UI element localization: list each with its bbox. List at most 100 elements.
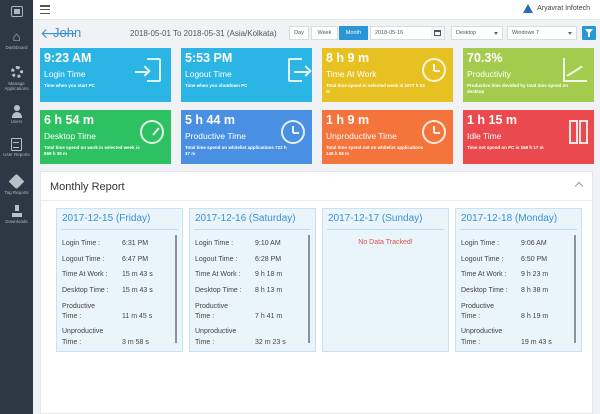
clock-icon bbox=[422, 120, 446, 144]
date-input[interactable]: 2018-05-16 bbox=[370, 26, 432, 40]
sidebar-item-label: Dashboard bbox=[5, 45, 28, 50]
card-value: 1 h 9 m bbox=[326, 113, 370, 127]
period-day-button[interactable]: Day bbox=[289, 26, 309, 40]
card-description: Time not spend on PC is 158 h 17 m bbox=[467, 145, 544, 150]
logout-time-label: Logout Time : bbox=[461, 256, 504, 263]
day-title: 2017-12-18 (Monday) bbox=[461, 213, 558, 224]
logout-time-label: Logout Time : bbox=[62, 256, 105, 263]
sidebar-item-label: User Reports bbox=[3, 152, 30, 157]
productive-time-value: 8 h 19 m bbox=[521, 313, 549, 320]
productive-time-value: 7 h 41 m bbox=[255, 313, 283, 320]
card-label: Productive Time bbox=[185, 131, 246, 141]
filter-bar: 🡐 John 2018-05-01 To 2018-05-31 (Asia/Ko… bbox=[33, 20, 600, 48]
sidebar-item-label: Tag Reports bbox=[4, 190, 29, 195]
card-label: Unproductive Time bbox=[326, 131, 397, 141]
os-select-value: Windows 7 bbox=[512, 30, 539, 36]
sidebar-item-tag-reports[interactable]: Tag Reports bbox=[0, 173, 33, 195]
unproductive-time-label: Unproductive bbox=[195, 328, 237, 335]
monthly-report-panel: Monthly Report 2017-12-15 (Friday) Login… bbox=[40, 171, 593, 414]
period-week-button[interactable]: Week bbox=[311, 26, 338, 40]
download-icon bbox=[11, 205, 23, 218]
card-value: 6 h 54 m bbox=[44, 113, 95, 127]
panel-title: Monthly Report bbox=[50, 181, 125, 193]
card-login-time: 9:23 AM Login Time Time when you start P… bbox=[40, 48, 171, 102]
logout-icon bbox=[288, 58, 308, 82]
sidebar-item-manage-applications[interactable]: Manage Applications bbox=[0, 66, 33, 91]
productive-time-value: 11 m 45 s bbox=[122, 313, 153, 320]
productive-time-label-2: Time : bbox=[461, 313, 481, 320]
card-value: 9:23 AM bbox=[44, 51, 92, 65]
menu-icon[interactable] bbox=[40, 5, 50, 14]
scrollbar[interactable] bbox=[574, 235, 576, 343]
login-time-value: 6:31 PM bbox=[122, 240, 149, 247]
productive-time-label: Productive bbox=[62, 303, 96, 310]
card-description: Productive time devided by total time sp… bbox=[467, 83, 569, 94]
card-value: 1 h 15 m bbox=[467, 113, 518, 127]
date-range-label: 2018-05-01 To 2018-05-31 (Asia/Kolkata) bbox=[130, 29, 277, 38]
scrollbar[interactable] bbox=[175, 235, 177, 343]
divider bbox=[194, 229, 311, 230]
sidebar-item-user-reports[interactable]: User Reports bbox=[0, 138, 33, 157]
login-time-label: Login Time : bbox=[195, 240, 234, 247]
clock-icon bbox=[281, 120, 305, 144]
card-value: 5:53 PM bbox=[185, 51, 233, 65]
top-bar: Aryavrat Infotech bbox=[33, 0, 600, 20]
desktop-time-value: 15 m 43 s bbox=[122, 287, 153, 294]
login-time-value: 9:06 AM bbox=[521, 240, 547, 247]
scrollbar[interactable] bbox=[308, 235, 310, 343]
filter-icon bbox=[585, 29, 593, 34]
sidebar-item-users[interactable]: Users bbox=[0, 105, 33, 124]
day-card: 2017-12-15 (Friday) Login Time : 6:31 PM… bbox=[56, 208, 183, 352]
desktop-time-label: Desktop Time : bbox=[62, 287, 109, 294]
divider bbox=[460, 229, 577, 230]
logout-time-value: 6:47 PM bbox=[122, 256, 149, 263]
logo[interactable] bbox=[0, 0, 33, 22]
chevron-up-icon[interactable] bbox=[574, 181, 584, 191]
divider bbox=[41, 200, 592, 201]
device-select[interactable]: Desktop bbox=[451, 26, 503, 40]
login-time-label: Login Time : bbox=[62, 240, 101, 247]
time-at-work-label: Time At Work : bbox=[461, 271, 507, 278]
card-label: Logout Time bbox=[185, 69, 232, 79]
productive-time-label: Productive bbox=[195, 303, 229, 310]
unproductive-time-label-2: Time : bbox=[62, 339, 82, 346]
login-time-value: 9:10 AM bbox=[255, 240, 281, 247]
chevron-down-icon bbox=[494, 32, 498, 35]
card-unproductive-time: 1 h 9 m Unproductive Time Total time spe… bbox=[322, 110, 453, 164]
card-logout-time: 5:53 PM Logout Time Time when you shutdo… bbox=[181, 48, 312, 102]
user-name: John bbox=[53, 25, 82, 40]
day-card: 2017-12-17 (Sunday) No Data Tracked! bbox=[322, 208, 449, 352]
home-icon: ⌂ bbox=[12, 29, 21, 44]
card-description: Total time spend on whitelist applicatio… bbox=[185, 145, 287, 156]
unproductive-time-value: 32 m 23 s bbox=[255, 339, 286, 346]
card-productivity: 70.3% Productivity Productive time devid… bbox=[463, 48, 594, 102]
pause-icon bbox=[569, 120, 588, 144]
period-month-button[interactable]: Month bbox=[339, 26, 368, 40]
brand[interactable]: Aryavrat Infotech bbox=[523, 4, 590, 13]
calendar-button[interactable] bbox=[431, 26, 445, 40]
os-select[interactable]: Windows 7 bbox=[507, 26, 577, 40]
filter-button[interactable] bbox=[582, 26, 596, 40]
unproductive-time-value: 19 m 43 s bbox=[521, 339, 552, 346]
sidebar-item-downloads[interactable]: Downloads bbox=[0, 205, 33, 224]
sidebar-item-label: Manage Applications bbox=[4, 81, 29, 91]
user-icon bbox=[11, 105, 23, 118]
day-card: 2017-12-18 (Monday) Login Time : 9:06 AM… bbox=[455, 208, 582, 352]
sidebar-item-label: Users bbox=[10, 119, 23, 124]
sidebar-item-dashboard[interactable]: ⌂ Dashboard bbox=[0, 29, 33, 51]
card-time-at-work: 8 h 9 m Time At Work Total time spend in… bbox=[322, 48, 453, 102]
no-data-message: No Data Tracked! bbox=[358, 239, 413, 246]
logout-time-value: 6:28 PM bbox=[255, 256, 282, 263]
device-select-value: Desktop bbox=[456, 30, 477, 36]
card-description: Total time spend in selected week is 107… bbox=[326, 83, 425, 94]
unproductive-time-label-2: Time : bbox=[461, 339, 481, 346]
card-value: 70.3% bbox=[467, 51, 503, 65]
report-icon bbox=[11, 138, 22, 151]
login-time-label: Login Time : bbox=[461, 240, 500, 247]
desktop-time-label: Desktop Time : bbox=[461, 287, 508, 294]
card-value: 8 h 9 m bbox=[326, 51, 370, 65]
unproductive-time-label: Unproductive bbox=[461, 328, 503, 335]
clock-icon bbox=[422, 58, 446, 82]
back-arrow-icon[interactable]: 🡐 bbox=[40, 25, 78, 41]
unproductive-time-value: 3 m 58 s bbox=[122, 339, 149, 346]
